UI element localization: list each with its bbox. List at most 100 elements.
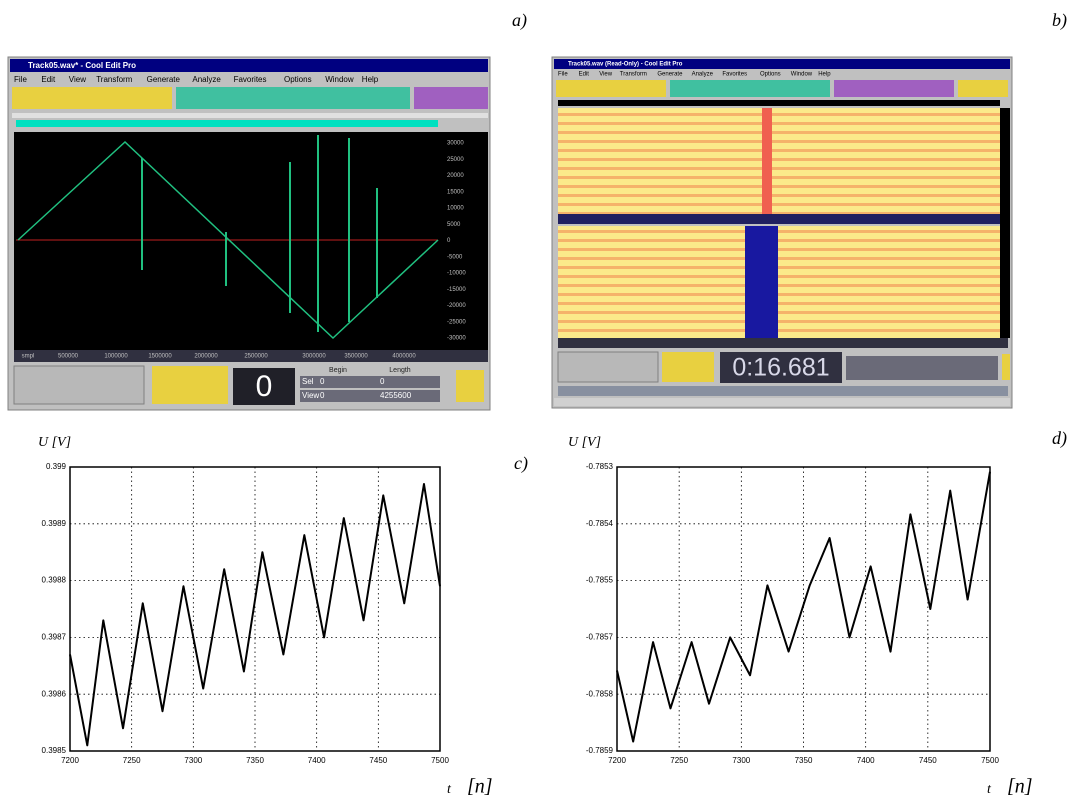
x-tick-label: 7300: [732, 756, 750, 765]
scale-label: 20000: [447, 173, 464, 179]
cell: View: [302, 391, 319, 400]
menu-item: View: [69, 75, 86, 84]
x-tick-label: 7350: [246, 756, 264, 765]
zoom-buttons[interactable]: [456, 370, 484, 402]
menu-item: Favorites: [722, 72, 747, 78]
y-tick-label: -0.7858: [586, 689, 614, 698]
time-label: 2500000: [244, 354, 268, 360]
band: [762, 108, 772, 218]
time-label: smpl: [22, 354, 35, 360]
zoom-buttons[interactable]: [1002, 354, 1010, 380]
y-tick-label: 0.3989: [42, 519, 67, 528]
waveform-area[interactable]: [14, 132, 488, 350]
scale-label: -30000: [447, 336, 466, 342]
cell: Sel: [302, 377, 314, 386]
scale: [1000, 108, 1010, 338]
menu-item: Edit: [41, 75, 56, 84]
menu-item: Analyze: [692, 72, 714, 78]
y-tick-label: 0.3987: [42, 633, 67, 642]
scale-label: 15000: [447, 189, 464, 195]
y-tick-label: 0.3985: [42, 746, 67, 755]
transport[interactable]: [14, 366, 144, 404]
scale-label: 5000: [447, 222, 461, 228]
column-header: Length: [389, 367, 411, 374]
toolbar[interactable]: [958, 80, 1008, 97]
cell: 0: [380, 377, 385, 386]
zoom-buttons[interactable]: [152, 366, 228, 404]
status-bar: [554, 398, 1010, 406]
x-tick-label: 7250: [123, 756, 141, 765]
menu-item: Edit: [579, 72, 590, 78]
y-tick-label: -0.7855: [586, 576, 614, 585]
y-tick-label: -0.7853: [586, 462, 614, 471]
band: [745, 226, 778, 338]
toolbar[interactable]: [834, 80, 954, 97]
panel-label: b): [1052, 10, 1067, 31]
toolbar[interactable]: [670, 80, 830, 97]
level-meter: [558, 386, 1008, 396]
menu-item: Transform: [96, 75, 132, 84]
zoom-buttons[interactable]: [662, 352, 714, 382]
cell: 0: [320, 377, 325, 386]
scale-label: -25000: [447, 319, 466, 325]
x-tick-label: 7300: [184, 756, 202, 765]
toolbar[interactable]: [556, 80, 666, 97]
time-label: 2000000: [194, 354, 218, 360]
x-tick-label: 7250: [670, 756, 688, 765]
x-tick-label: 7200: [608, 756, 626, 765]
time-label: 500000: [58, 354, 79, 360]
y-tick-label: -0.7859: [586, 746, 614, 755]
menu-item: Options: [760, 72, 781, 78]
menu-item: Window: [791, 72, 813, 78]
overview-bar[interactable]: [16, 120, 438, 127]
menu-item: Generate: [657, 72, 683, 78]
toolbar[interactable]: [176, 87, 410, 109]
x-tick-label: 7500: [431, 756, 449, 765]
x-tick-label: 7400: [857, 756, 875, 765]
x-axis-unit: [n]: [467, 776, 493, 798]
x-tick-label: 7450: [919, 756, 937, 765]
scale-label: -20000: [447, 303, 466, 309]
menu-item: Help: [362, 75, 379, 84]
time-label: 4000000: [392, 354, 416, 360]
toolbar[interactable]: [414, 87, 488, 109]
scale-label: 10000: [447, 206, 464, 212]
spectrogram-left[interactable]: [558, 108, 1000, 218]
panel-label: c): [514, 453, 528, 474]
menu-item: Transform: [620, 72, 647, 78]
menu-item: File: [558, 72, 568, 78]
y-axis-label: U [V]: [38, 435, 71, 450]
window-title: Track05.wav (Read-Only) - Cool Edit Pro: [568, 62, 683, 68]
transport[interactable]: [558, 352, 658, 382]
spectrogram-right[interactable]: [558, 226, 1000, 338]
time-label: 1000000: [104, 354, 128, 360]
cell: 4255600: [380, 391, 412, 400]
x-tick-label: 7200: [61, 756, 79, 765]
x-tick-label: 7500: [981, 756, 999, 765]
y-tick-label: -0.7854: [586, 519, 614, 528]
scale-label: -5000: [447, 254, 463, 260]
scale-label: -10000: [447, 271, 466, 277]
x-axis-unit: [n]: [1007, 776, 1033, 798]
x-tick-label: 7400: [308, 756, 326, 765]
toolbar[interactable]: [12, 87, 172, 109]
time-label: 3000000: [302, 354, 326, 360]
column-header: Begin: [329, 367, 347, 374]
window-title: Track05.wav* - Cool Edit Pro: [28, 61, 136, 70]
overview-bar[interactable]: [558, 100, 1000, 106]
y-tick-label: 0.399: [46, 462, 67, 471]
scale-label: 30000: [447, 141, 464, 147]
y-tick-label: 0.3986: [42, 689, 67, 698]
panel-label: a): [512, 10, 527, 31]
y-tick-label: -0.7857: [586, 633, 614, 642]
menu-item: Generate: [147, 75, 181, 84]
y-axis-label: U [V]: [568, 435, 601, 450]
time-axis: [558, 338, 1008, 348]
menu-item: Options: [284, 75, 312, 84]
x-tick-label: 7350: [795, 756, 813, 765]
x-tick-label: 7450: [369, 756, 387, 765]
menu-item: View: [599, 72, 613, 78]
panel-label: d): [1052, 428, 1067, 449]
figure: a) b) c) d) Track05.wav* - Cool Edit Pro File…: [0, 0, 1081, 804]
time-display-value: 0:16.681: [732, 354, 829, 382]
